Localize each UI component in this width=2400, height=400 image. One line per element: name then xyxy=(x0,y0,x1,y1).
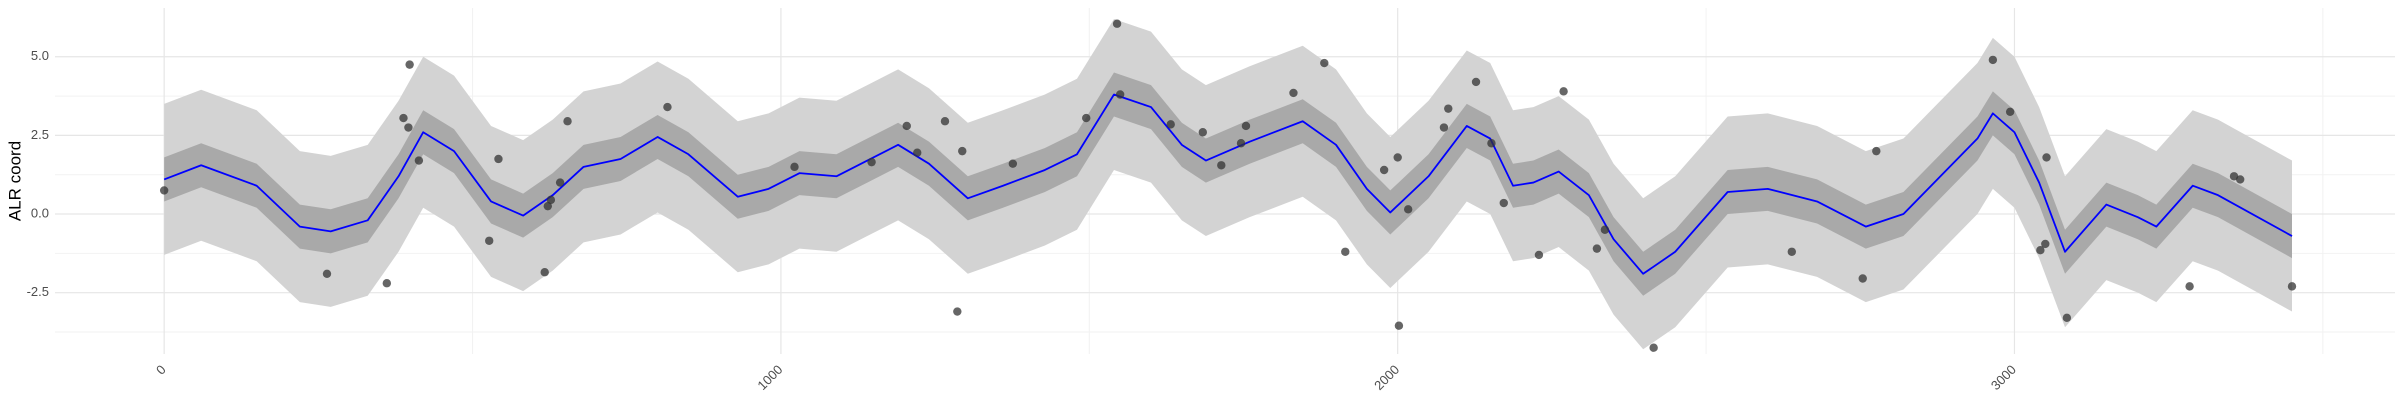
data-point xyxy=(1166,120,1175,129)
data-point xyxy=(399,113,408,123)
data-point xyxy=(494,154,503,164)
data-point xyxy=(1439,123,1449,132)
data-point xyxy=(414,156,424,165)
data-point xyxy=(953,307,962,316)
data-point xyxy=(1403,205,1413,214)
data-point xyxy=(1787,247,1797,256)
data-point xyxy=(958,146,967,156)
data-point xyxy=(1112,19,1122,28)
data-point xyxy=(913,148,922,157)
data-point xyxy=(2005,107,2015,117)
data-point xyxy=(1394,321,1404,330)
data-point xyxy=(1393,153,1402,162)
data-point xyxy=(1534,250,1544,260)
data-point xyxy=(2287,282,2297,291)
data-point xyxy=(940,117,950,126)
x-tick-label: 2000 xyxy=(1371,362,1402,393)
data-point xyxy=(1858,274,1867,283)
y-tick-label: 0.0 xyxy=(31,205,49,220)
data-point xyxy=(790,162,799,172)
data-point xyxy=(2185,282,2194,291)
data-point xyxy=(1320,58,1329,68)
data-point xyxy=(2042,153,2051,162)
data-point xyxy=(1444,104,1453,113)
data-point xyxy=(543,201,552,211)
data-point xyxy=(563,117,572,126)
data-point xyxy=(405,60,414,69)
data-point xyxy=(1379,165,1389,175)
x-tick-label: 1000 xyxy=(754,362,785,393)
data-point xyxy=(1559,87,1568,96)
data-point xyxy=(1217,161,1226,170)
confidence-band xyxy=(164,72,2293,296)
data-point xyxy=(546,195,556,205)
data-point xyxy=(555,178,565,187)
data-point xyxy=(1289,88,1298,98)
data-point xyxy=(2062,313,2072,323)
data-point xyxy=(322,269,332,278)
data-point xyxy=(902,121,911,131)
data-point xyxy=(663,102,672,112)
fit-line xyxy=(163,93,2293,275)
data-point xyxy=(382,279,392,288)
data-point xyxy=(1236,139,1246,148)
y-tick-label: -2.5 xyxy=(27,284,49,299)
data-point xyxy=(1471,77,1481,87)
data-point xyxy=(1115,90,1125,99)
data-point xyxy=(2041,239,2050,249)
data-point xyxy=(1008,159,1018,168)
data-point xyxy=(1082,113,1091,123)
data-point xyxy=(159,186,169,195)
y-axis-title: ALR coord xyxy=(5,141,24,221)
data-point xyxy=(1487,139,1496,148)
data-point xyxy=(1198,128,1207,137)
data-point xyxy=(1872,146,1881,156)
confidence-band xyxy=(164,19,2293,350)
data-point xyxy=(1988,55,1998,65)
data-point xyxy=(1499,198,1508,208)
data-point xyxy=(1600,225,1610,234)
data-point xyxy=(2235,175,2245,184)
data-point xyxy=(867,157,876,167)
marks xyxy=(159,19,2297,352)
data-point xyxy=(485,236,494,245)
data-point xyxy=(404,123,413,132)
data-point xyxy=(2229,172,2239,181)
data-point xyxy=(1592,244,1602,253)
data-point xyxy=(540,268,549,277)
data-point xyxy=(1649,343,1658,352)
data-point xyxy=(1341,247,1350,256)
x-tick-label: 0 xyxy=(153,362,169,378)
x-tick-label: 3000 xyxy=(1988,362,2019,393)
y-tick-label: 5.0 xyxy=(31,48,49,63)
data-point xyxy=(1241,121,1251,131)
data-point xyxy=(2036,246,2045,255)
y-tick-label: 2.5 xyxy=(31,127,49,142)
